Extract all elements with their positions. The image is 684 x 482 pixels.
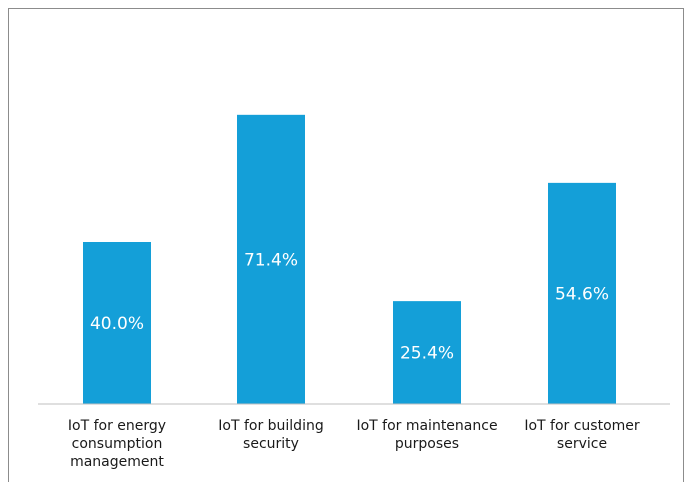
bars-layer	[83, 114, 616, 404]
bar-value-label-1: 40.0%	[90, 314, 144, 334]
bar-1	[83, 242, 151, 404]
labels-layer: 40.0% IoT for energy consumption management…	[68, 250, 640, 470]
category-label-2-line-2: security	[243, 436, 299, 452]
bar-3	[393, 301, 461, 404]
bar-2	[237, 114, 305, 404]
bar-value-label-3: 25.4%	[400, 344, 454, 364]
category-label-1-line-2: consumption	[72, 436, 163, 452]
category-label-4-line-1: IoT for customer	[524, 418, 640, 434]
category-label-4-line-2: service	[557, 436, 607, 452]
bar-4	[548, 182, 616, 404]
category-label-3-line-1: IoT for maintenance	[356, 418, 497, 434]
category-label-3-line-2: purposes	[395, 436, 459, 452]
category-label-2-line-1: IoT for building	[218, 418, 323, 434]
bar-value-label-2: 71.4%	[244, 250, 298, 270]
bar-value-label-4: 54.6%	[555, 284, 609, 304]
category-label-1-line-1: IoT for energy	[68, 418, 166, 434]
category-label-1-line-3: management	[70, 454, 164, 470]
